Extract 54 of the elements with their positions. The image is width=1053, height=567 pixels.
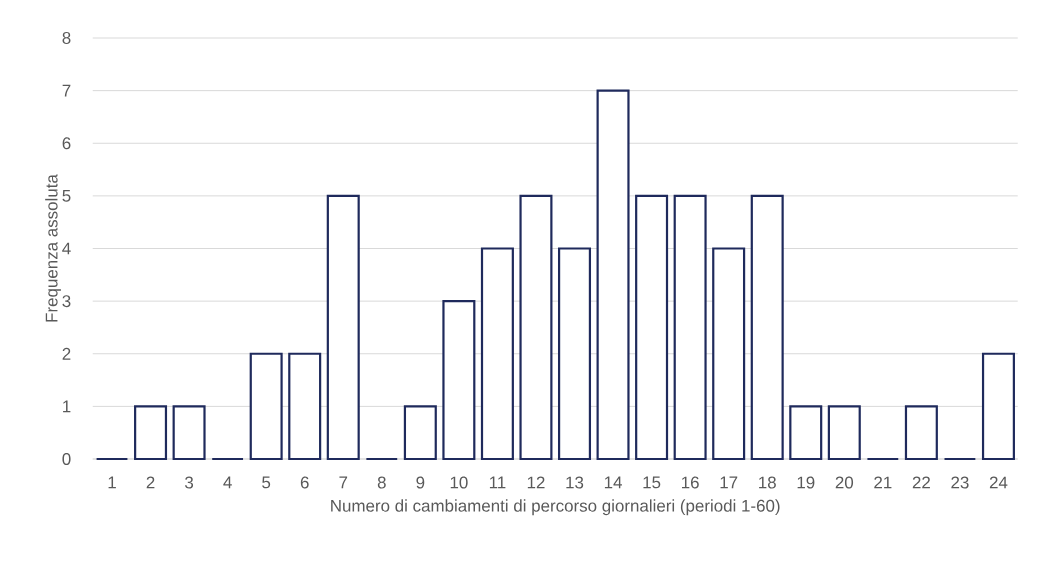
x-tick-label: 2 (146, 476, 155, 489)
x-tick-label: 21 (874, 476, 892, 489)
x-tick-label: 14 (604, 476, 622, 489)
bar (712, 247, 746, 461)
x-tick-label: 5 (262, 476, 271, 489)
x-tick-label: 7 (339, 476, 348, 489)
x-tick-label: 22 (912, 476, 930, 489)
y-tick-label: 8 (62, 32, 71, 44)
x-tick-label: 18 (759, 476, 776, 489)
x-tick-label: 12 (527, 476, 545, 489)
y-tick-label: 6 (62, 137, 71, 150)
bar (480, 247, 514, 461)
y-tick-label: 2 (62, 347, 71, 360)
bar (288, 352, 322, 461)
x-tick-label: 6 (300, 476, 309, 489)
bar (750, 194, 784, 461)
x-tick-label: 4 (223, 476, 232, 489)
bar (789, 405, 823, 461)
x-tick-label: 23 (951, 476, 969, 489)
bar (172, 405, 206, 461)
bar (442, 300, 476, 461)
y-tick-label: 4 (62, 242, 71, 255)
x-axis-title: Numero di cambiamenti di percorso giornalieri (periodi 1-60) (331, 499, 780, 516)
x-tick-label: 3 (185, 476, 194, 489)
x-tick-label: 8 (377, 476, 386, 489)
x-tick-label: 16 (682, 476, 699, 489)
x-tick-label: 10 (450, 476, 468, 489)
x-tick-label: 24 (989, 476, 1008, 489)
bar (827, 405, 861, 461)
x-tick-label: 20 (835, 476, 854, 489)
x-tick-label: 11 (489, 476, 506, 489)
bar (596, 89, 630, 461)
x-tick-label: 1 (108, 476, 116, 489)
y-tick-label: 7 (62, 84, 71, 97)
bar (904, 405, 938, 461)
y-tick-label: 5 (62, 189, 71, 202)
bar (326, 194, 360, 461)
y-axis-title: Frequenza assoluta (45, 174, 61, 322)
bar (635, 194, 669, 461)
bar (403, 405, 437, 461)
x-tick-label: 19 (797, 476, 815, 489)
x-tick-label: 17 (720, 476, 738, 489)
x-tick-label: 15 (643, 476, 661, 489)
y-tick-label: 1 (63, 400, 71, 413)
y-tick-label: 0 (62, 453, 71, 465)
bar (519, 194, 553, 461)
y-tick-label: 3 (62, 295, 71, 308)
bar (134, 405, 168, 461)
bar (673, 194, 707, 461)
bar (557, 247, 592, 461)
bar (249, 352, 283, 461)
x-tick-label: 9 (416, 476, 425, 489)
bar (981, 352, 1015, 461)
x-tick-label: 13 (566, 476, 584, 489)
